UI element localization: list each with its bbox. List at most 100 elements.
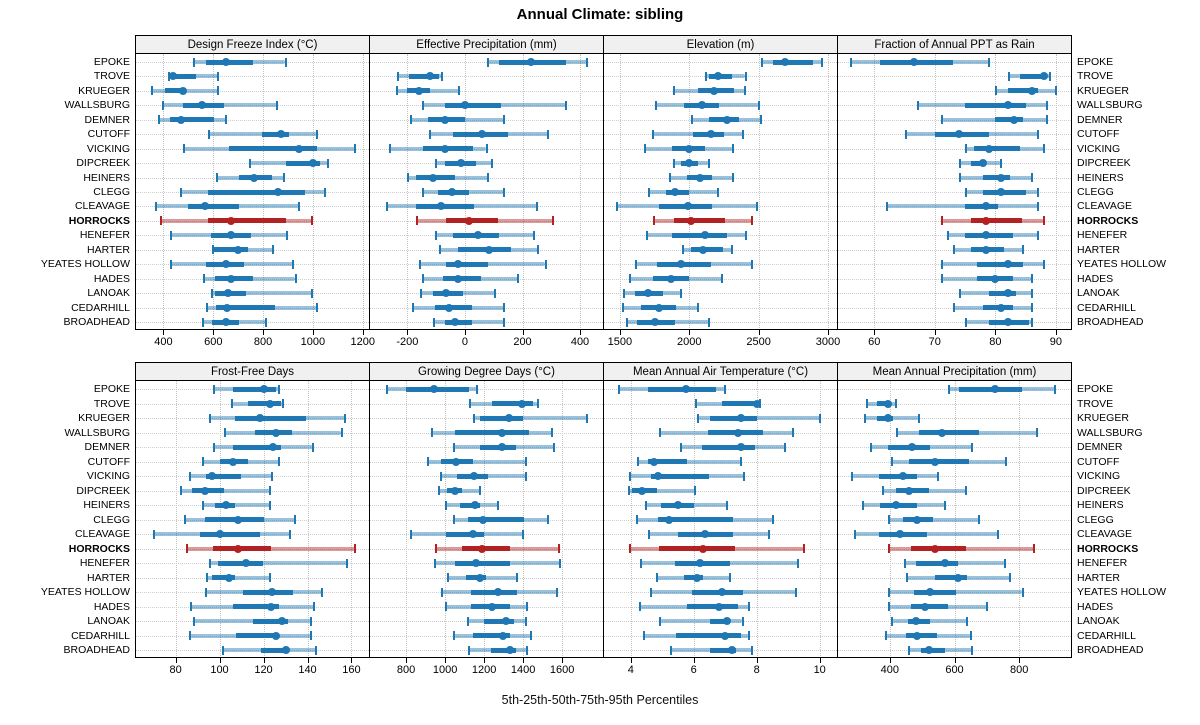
grid-line-horizontal bbox=[136, 650, 369, 651]
whisker-cap-95th bbox=[285, 230, 288, 240]
whisker-cap-95th bbox=[525, 616, 527, 626]
grid-line-horizontal bbox=[370, 119, 603, 121]
whisker-cap-95th bbox=[529, 631, 532, 640]
interquartile-bar-25th-75th bbox=[959, 386, 1023, 392]
whisker-cap-5th bbox=[397, 71, 400, 81]
whisker-cap-5th bbox=[206, 573, 209, 582]
whisker-cap-5th bbox=[418, 259, 421, 269]
whisker-cap-5th bbox=[421, 274, 424, 284]
whisker-cap-95th bbox=[558, 544, 561, 553]
median-dot-50th bbox=[475, 573, 484, 582]
whisker-cap-5th bbox=[638, 602, 641, 611]
panel-effective-precipitation-mm-: Effective Precipitation (mm) -200 0 200 400 bbox=[369, 35, 604, 352]
interquartile-bar-25th-75th bbox=[772, 59, 813, 65]
grid-line-horizontal bbox=[136, 249, 369, 251]
median-dot-50th bbox=[269, 443, 278, 451]
grid-line-vertical bbox=[819, 381, 821, 657]
site-label-right-clegg: CLEGG bbox=[1077, 513, 1114, 526]
panel-header: Effective Precipitation (mm) bbox=[369, 35, 604, 54]
interquartile-bar-25th-75th bbox=[651, 473, 710, 479]
whisker-cap-5th bbox=[888, 602, 891, 611]
whisker-cap-5th bbox=[761, 57, 764, 67]
median-dot-50th bbox=[456, 159, 465, 168]
whisker-cap-95th bbox=[224, 115, 227, 125]
site-label-right-broadhead: BROADHEAD bbox=[1077, 316, 1144, 328]
whisker-cap-5th bbox=[434, 558, 437, 568]
grid-line-horizontal bbox=[370, 577, 603, 579]
whisker-cap-5th bbox=[180, 486, 182, 495]
median-dot-50th bbox=[982, 245, 991, 254]
whisker-cap-95th bbox=[784, 442, 786, 452]
whisker-5th-95th bbox=[637, 459, 741, 464]
whisker-cap-5th bbox=[670, 645, 673, 655]
whisker-cap-5th bbox=[884, 631, 887, 640]
whisker-cap-95th bbox=[526, 602, 528, 611]
whisker-cap-5th bbox=[184, 515, 187, 524]
grid-line-horizontal bbox=[838, 447, 1071, 448]
grid-line-vertical bbox=[580, 54, 581, 329]
interquartile-bar-25th-75th bbox=[164, 88, 186, 94]
median-dot-50th bbox=[721, 631, 730, 640]
whisker-cap-95th bbox=[269, 573, 272, 582]
grid-line-horizontal bbox=[604, 264, 837, 266]
interquartile-bar-25th-75th bbox=[701, 444, 756, 450]
site-label-right-dipcreek: DIPCREEK bbox=[1077, 157, 1131, 170]
median-dot-50th bbox=[215, 530, 224, 538]
whisker-cap-95th bbox=[728, 573, 731, 582]
interquartile-bar-25th-75th bbox=[709, 618, 730, 624]
whisker-cap-5th bbox=[193, 57, 196, 67]
whisker-cap-95th bbox=[479, 486, 482, 495]
median-dot-50th bbox=[685, 159, 694, 168]
whisker-cap-5th bbox=[452, 631, 455, 640]
interquartile-bar-25th-75th bbox=[692, 589, 743, 595]
whisker-cap-5th bbox=[940, 259, 943, 269]
median-dot-50th bbox=[234, 515, 243, 524]
median-dot-50th bbox=[898, 472, 907, 480]
grid-line-horizontal bbox=[838, 322, 1071, 323]
interquartile-bar-25th-75th bbox=[648, 459, 688, 464]
interquartile-bar-25th-75th bbox=[876, 401, 892, 406]
whisker-cap-5th bbox=[673, 158, 676, 168]
whisker-cap-95th bbox=[315, 129, 318, 139]
whisker-cap-95th bbox=[743, 86, 746, 96]
median-dot-50th bbox=[909, 58, 918, 66]
axis-tick bbox=[756, 658, 758, 663]
whisker-cap-95th bbox=[724, 384, 727, 394]
site-label-broadhead: BROADHEAD bbox=[63, 316, 130, 328]
grid-line-horizontal bbox=[370, 650, 603, 651]
whisker-cap-95th bbox=[526, 645, 528, 655]
interquartile-bar-25th-75th bbox=[971, 160, 987, 166]
axis-tick bbox=[445, 658, 447, 663]
grid-line-horizontal bbox=[838, 76, 1071, 78]
whisker-cap-5th bbox=[185, 544, 188, 553]
median-dot-50th bbox=[224, 289, 233, 298]
whisker-cap-5th bbox=[644, 500, 647, 510]
median-dot-50th bbox=[684, 144, 693, 153]
interquartile-bar-25th-75th bbox=[490, 647, 517, 653]
whisker-cap-95th bbox=[485, 144, 488, 154]
median-dot-50th bbox=[997, 173, 1006, 182]
axis-tick-label: 3000 bbox=[815, 336, 841, 348]
grid-line-horizontal bbox=[370, 278, 603, 280]
whisker-cap-95th bbox=[760, 115, 763, 125]
whisker-cap-95th bbox=[917, 413, 920, 423]
site-label-right-dipcreek: DIPCREEK bbox=[1077, 484, 1131, 497]
whisker-cap-5th bbox=[965, 317, 968, 327]
whisker-cap-5th bbox=[434, 230, 437, 240]
site-label-right-horrocks: HORROCKS bbox=[1077, 542, 1139, 555]
grid-line-horizontal bbox=[136, 235, 369, 237]
median-dot-50th bbox=[940, 559, 949, 567]
whisker-cap-5th bbox=[416, 216, 418, 226]
median-dot-50th bbox=[200, 202, 209, 211]
whisker-cap-5th bbox=[623, 288, 626, 298]
median-dot-50th bbox=[1003, 260, 1012, 269]
interquartile-bar-25th-75th bbox=[444, 102, 501, 108]
whisker-cap-5th bbox=[445, 500, 448, 510]
median-dot-50th bbox=[478, 130, 487, 139]
whisker-cap-5th bbox=[940, 216, 943, 226]
axis-tick bbox=[523, 658, 525, 663]
whisker-cap-5th bbox=[151, 86, 153, 96]
whisker-cap-95th bbox=[277, 457, 280, 466]
whisker-cap-95th bbox=[802, 544, 805, 553]
grid-line-horizontal bbox=[370, 307, 603, 309]
